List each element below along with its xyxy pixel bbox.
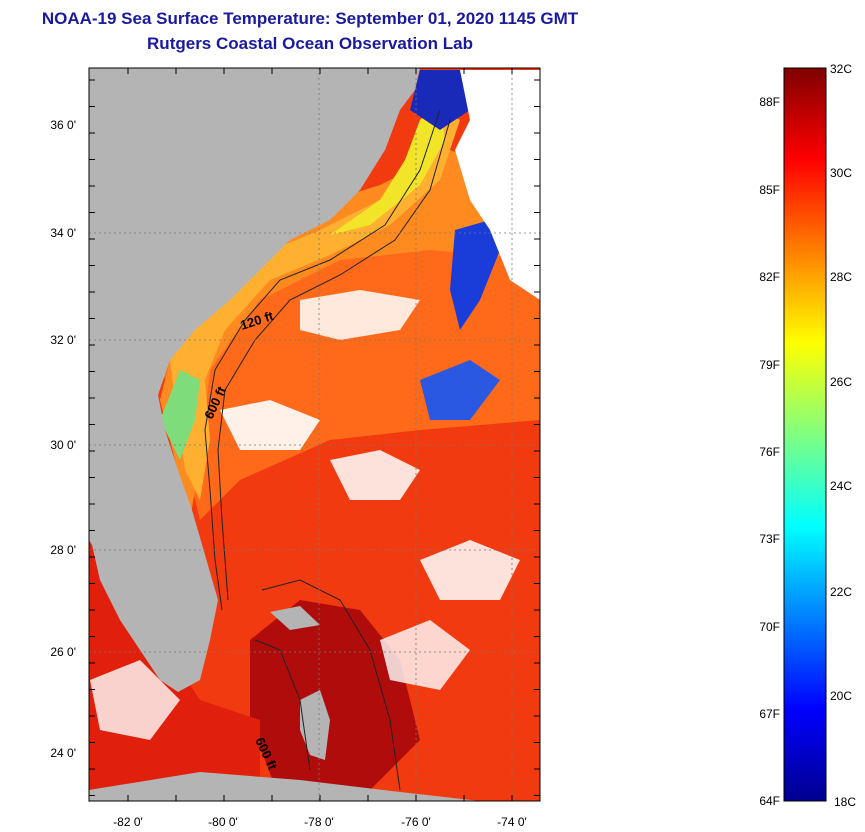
cloud-cover [300, 290, 420, 340]
celsius-label: 30C [830, 166, 852, 180]
fahrenheit-label: 82F [759, 270, 780, 284]
sst-region-hot-bahamas [250, 600, 420, 800]
celsius-label: 20C [830, 689, 852, 703]
cloud-cover [455, 70, 540, 300]
fahrenheit-label: 88F [759, 95, 780, 109]
temperature-colorbar: 32C 30C 28C 26C 24C 22C 20C 18C 88F 85F … [759, 62, 856, 809]
land-mass [89, 772, 480, 801]
lon-label: -74 0' [497, 815, 527, 829]
lon-label: -76 0' [401, 815, 431, 829]
cloud-cover [220, 400, 320, 450]
lat-label: 28 0' [50, 543, 76, 557]
fahrenheit-label: 79F [759, 358, 780, 372]
lat-label: 32 0' [50, 333, 76, 347]
land-mass [89, 68, 420, 692]
sst-map: 120 ft 600 ft 600 ft 36 0' 34 0' 32 0' 3… [50, 67, 541, 829]
sst-region-north-orange [160, 150, 540, 520]
lat-label: 24 0' [50, 746, 76, 760]
celsius-label: 32C [830, 62, 852, 76]
map-subtitle: Rutgers Coastal Ocean Observation Lab [147, 34, 473, 53]
graticule [89, 68, 540, 801]
map-frame [88, 67, 541, 802]
fahrenheit-label: 76F [759, 445, 780, 459]
land-mass [300, 690, 330, 760]
fahrenheit-label: 85F [759, 183, 780, 197]
lon-label: -82 0' [113, 815, 143, 829]
isobath-contour [261, 579, 401, 791]
map-title: NOAA-19 Sea Surface Temperature: Septemb… [41, 9, 579, 28]
sst-cool-patch [450, 220, 500, 330]
lon-label: -80 0' [208, 815, 238, 829]
fahrenheit-label: 64F [759, 794, 780, 808]
lat-label: 36 0' [50, 118, 76, 132]
fahrenheit-label: 70F [759, 620, 780, 634]
celsius-label: 24C [830, 479, 852, 493]
land-mass [270, 606, 320, 630]
sst-cool-patch [420, 360, 500, 420]
isobath-contour [217, 119, 451, 601]
fahrenheit-label: 73F [759, 532, 780, 546]
celsius-label: 22C [830, 585, 852, 599]
celsius-label: 28C [830, 270, 852, 284]
cloud-cover [380, 620, 470, 690]
celsius-label: 26C [830, 375, 852, 389]
colorbar-gradient [783, 67, 827, 802]
sst-cool-patch [410, 70, 470, 130]
isobath-contour [254, 639, 311, 771]
isobath-contour [204, 109, 441, 611]
cloud-cover [420, 540, 520, 600]
celsius-label: 18C [834, 795, 856, 809]
lon-label: -78 0' [304, 815, 334, 829]
lat-label: 26 0' [50, 645, 76, 659]
fahrenheit-label: 67F [759, 707, 780, 721]
cloud-cover [90, 660, 180, 740]
lat-label: 30 0' [50, 438, 76, 452]
lat-label: 34 0' [50, 226, 76, 240]
cloud-cover [330, 450, 420, 500]
sst-region-coastal-green [160, 370, 200, 460]
